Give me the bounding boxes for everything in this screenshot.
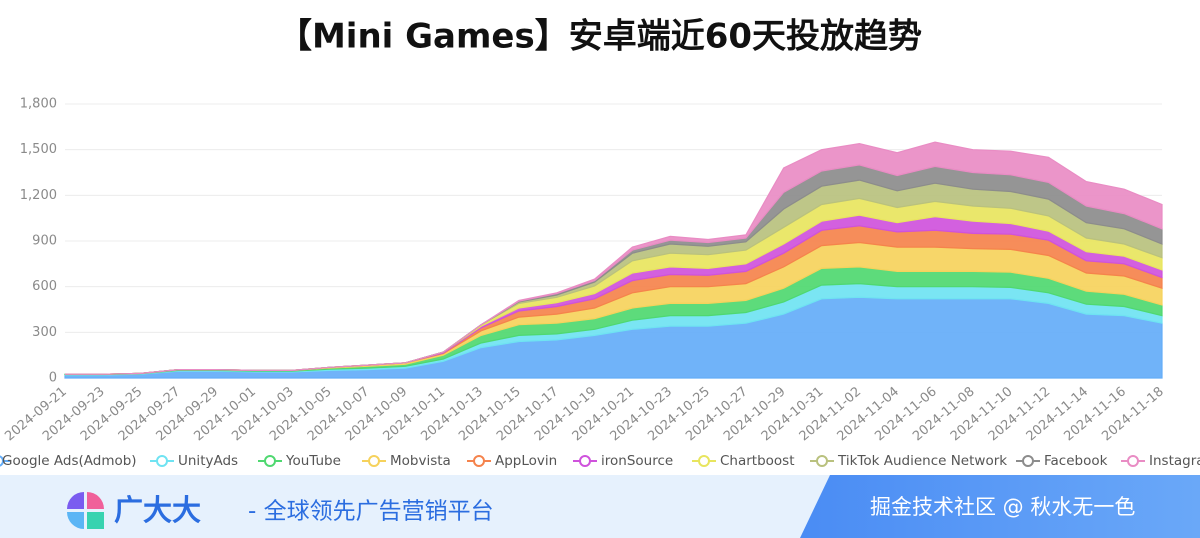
y-tick-label: 600 bbox=[32, 279, 57, 294]
legend-label: Chartboost bbox=[720, 453, 795, 469]
footer-slogan: - 全球领先广告营销平台 bbox=[248, 499, 494, 525]
y-tick-label: 1,500 bbox=[20, 142, 57, 157]
plot-area: 03006009001,2001,5001,8002024-09-212024-… bbox=[2, 97, 1167, 445]
area bbox=[65, 141, 1163, 375]
y-tick-label: 1,800 bbox=[20, 97, 57, 112]
brand-logo bbox=[67, 492, 104, 529]
y-tick-label: 1,200 bbox=[20, 188, 57, 203]
legend-label: Google Ads(Admob) bbox=[2, 453, 137, 469]
legend-label: ironSource bbox=[601, 453, 673, 469]
y-tick-label: 300 bbox=[32, 325, 57, 340]
legend-icon bbox=[156, 455, 168, 467]
legend-label: TikTok Audience Network bbox=[837, 453, 1007, 469]
legend-label: YouTube bbox=[285, 453, 341, 469]
legend-label: Mobvista bbox=[390, 453, 451, 469]
legend-label: UnityAds bbox=[178, 453, 238, 469]
legend-icon bbox=[264, 455, 276, 467]
legend-icon bbox=[473, 455, 485, 467]
legend-icon bbox=[698, 455, 710, 467]
legend: Google Ads(Admob) UnityAds YouTube Mobvista… bbox=[0, 453, 1200, 469]
y-tick-label: 0 bbox=[49, 371, 57, 386]
legend-icon bbox=[1127, 455, 1139, 467]
footer-panel bbox=[800, 475, 1200, 538]
chart-title: 【Mini Games】安卓端近60天投放趋势 bbox=[278, 17, 922, 57]
y-tick-label: 900 bbox=[32, 234, 57, 249]
legend-icon bbox=[579, 455, 591, 467]
footer-credit: 掘金技术社区 @ 秋水无一色 bbox=[870, 495, 1135, 519]
legend-label: AppLovin bbox=[495, 453, 557, 469]
legend-icon bbox=[368, 455, 380, 467]
legend-icon bbox=[1022, 455, 1034, 467]
legend-icon bbox=[816, 455, 828, 467]
footer-brand: 广大大 bbox=[114, 493, 201, 527]
legend-icon bbox=[0, 455, 4, 467]
legend-label: Instagra bbox=[1149, 453, 1200, 469]
legend-label: Facebook bbox=[1044, 453, 1108, 469]
